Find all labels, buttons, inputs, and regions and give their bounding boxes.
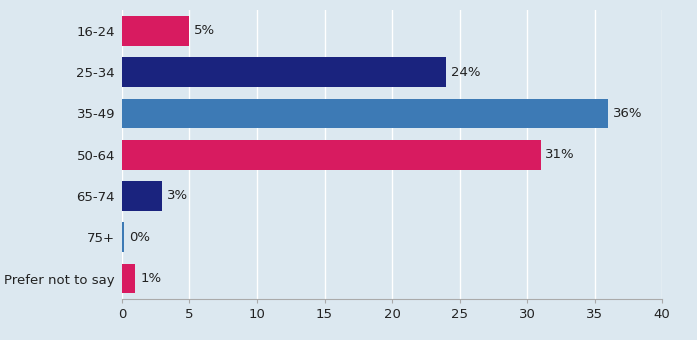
Bar bbox=[122, 264, 135, 293]
Bar bbox=[122, 222, 124, 252]
Text: 36%: 36% bbox=[613, 107, 643, 120]
Bar bbox=[122, 57, 446, 87]
Text: 1%: 1% bbox=[140, 272, 161, 285]
Bar bbox=[122, 16, 190, 46]
Bar bbox=[122, 99, 608, 128]
Text: 3%: 3% bbox=[167, 189, 188, 203]
Text: 0%: 0% bbox=[129, 231, 150, 244]
Text: 24%: 24% bbox=[451, 66, 480, 79]
Text: 5%: 5% bbox=[194, 24, 215, 37]
Text: 31%: 31% bbox=[545, 148, 575, 161]
Bar bbox=[122, 181, 162, 211]
Bar bbox=[122, 140, 541, 170]
